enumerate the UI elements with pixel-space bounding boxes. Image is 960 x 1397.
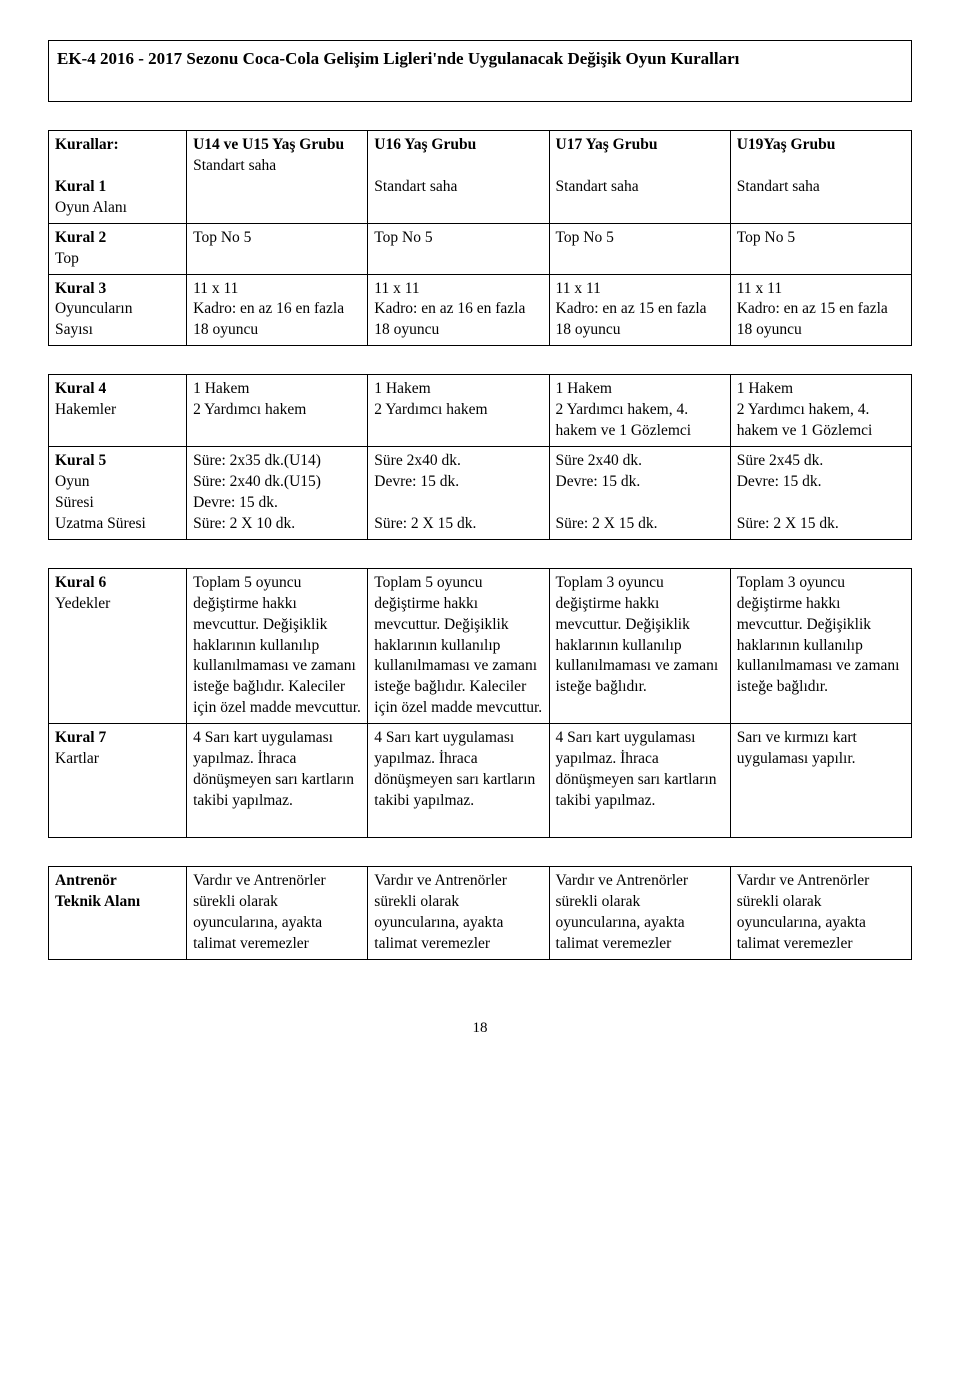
header-u19: U19Yaş Grubu: [737, 136, 836, 153]
kural1-sub: Oyun Alanı: [55, 199, 127, 216]
table-row: Kural 7 Kartlar 4 Sarı kart uygulaması y…: [49, 724, 912, 838]
header-u14: U14 ve U15 Yaş Grubu: [193, 136, 344, 153]
kural3-u17: 11 x 11Kadro: en az 15 en fazla 18 oyunc…: [556, 280, 707, 339]
table-row: Kural 2 Top Top No 5 Top No 5 Top No 5 T…: [49, 223, 912, 274]
rules-table-4: Antrenör Teknik Alanı Vardır ve Antrenör…: [48, 866, 912, 960]
kural7-title: Kural 7: [55, 729, 106, 746]
kural5-u19: Süre 2x45 dk.Devre: 15 dk.Süre: 2 X 15 d…: [737, 452, 839, 532]
rules-table-1: Kurallar: Kural 1 Oyun Alanı U14 ve U15 …: [48, 130, 912, 346]
kural4-u16: 1 Hakem2 Yardımcı hakem: [374, 380, 487, 418]
kural2-u16: Top No 5: [374, 229, 432, 246]
kural3-u16: 11 x 11Kadro: en az 16 en fazla 18 oyunc…: [374, 280, 525, 339]
table-row: Kural 4 Hakemler 1 Hakem2 Yardımcı hakem…: [49, 375, 912, 447]
kural4-u19: 1 Hakem2 Yardımcı hakem, 4. hakem ve 1 G…: [737, 380, 873, 439]
kural1-title: Kural 1: [55, 178, 106, 195]
header-label: Kurallar:: [55, 136, 119, 153]
kural2-title: Kural 2: [55, 229, 106, 246]
kural2-u19: Top No 5: [737, 229, 795, 246]
kural4-u14: 1 Hakem2 Yardımcı hakem: [193, 380, 306, 418]
page-number: 18: [48, 1020, 912, 1037]
kural1-u16: Standart saha: [374, 178, 457, 195]
kural3-sub1: Oyuncuların: [55, 300, 132, 317]
antrenor-u19: Vardır ve Antrenörler sürekli olarak oyu…: [737, 872, 870, 952]
kural2-u17: Top No 5: [556, 229, 614, 246]
kural7-sub: Kartlar: [55, 750, 99, 767]
kural6-u17: Toplam 3 oyuncu değiştirme hakkı mevcutt…: [556, 574, 719, 696]
kural7-u16: 4 Sarı kart uygulaması yapılmaz. İhraca …: [374, 729, 535, 809]
kural4-sub: Hakemler: [55, 401, 116, 418]
kural6-u16: Toplam 5 oyuncu değiştirme hakkı mevcutt…: [374, 574, 542, 717]
table-row: Antrenör Teknik Alanı Vardır ve Antrenör…: [49, 866, 912, 959]
kural5-u16: Süre 2x40 dk.Devre: 15 dk.Süre: 2 X 15 d…: [374, 452, 476, 532]
table-row: Kural 6 Yedekler Toplam 5 oyuncu değişti…: [49, 568, 912, 723]
kural7-u14: 4 Sarı kart uygulaması yapılmaz. İhraca …: [193, 729, 354, 809]
kural5-sub2: Süresi: [55, 494, 94, 511]
kural5-sub1: Oyun: [55, 473, 89, 490]
kural3-u19: 11 x 11Kadro: en az 15 en fazla 18 oyunc…: [737, 280, 888, 339]
antrenor-u14: Vardır ve Antrenörler sürekli olarak oyu…: [193, 872, 326, 952]
kural3-sub2: Sayısı: [55, 321, 93, 338]
header-u16: U16 Yaş Grubu: [374, 136, 476, 153]
kural7-u19: Sarı ve kırmızı kart uygulaması yapılır.: [737, 729, 857, 767]
antrenor-u16: Vardır ve Antrenörler sürekli olarak oyu…: [374, 872, 507, 952]
kural1-u14: Standart saha: [193, 157, 276, 174]
title-box: EK-4 2016 - 2017 Sezonu Coca-Cola Gelişi…: [48, 40, 912, 102]
kural4-title: Kural 4: [55, 380, 106, 397]
kural6-title: Kural 6: [55, 574, 106, 591]
kural5-title: Kural 5: [55, 452, 106, 469]
antrenor-sub: Teknik Alanı: [55, 893, 140, 910]
kural6-u14: Toplam 5 oyuncu değiştirme hakkı mevcutt…: [193, 574, 361, 717]
kural1-u19: Standart saha: [737, 178, 820, 195]
kural1-u17: Standart saha: [556, 178, 639, 195]
table-row: Kural 5 Oyun Süresi Uzatma Süresi Süre: …: [49, 447, 912, 540]
rules-table-2: Kural 4 Hakemler 1 Hakem2 Yardımcı hakem…: [48, 374, 912, 539]
header-u17: U17 Yaş Grubu: [556, 136, 658, 153]
kural2-u14: Top No 5: [193, 229, 251, 246]
kural4-u17: 1 Hakem2 Yardımcı hakem, 4. hakem ve 1 G…: [556, 380, 692, 439]
kural5-sub3: Uzatma Süresi: [55, 515, 146, 532]
rules-table-3: Kural 6 Yedekler Toplam 5 oyuncu değişti…: [48, 568, 912, 838]
table-row: Kural 3 Oyuncuların Sayısı 11 x 11Kadro:…: [49, 274, 912, 346]
document-title: EK-4 2016 - 2017 Sezonu Coca-Cola Gelişi…: [57, 49, 739, 68]
table-row: Kurallar: Kural 1 Oyun Alanı U14 ve U15 …: [49, 131, 912, 224]
antrenor-u17: Vardır ve Antrenörler sürekli olarak oyu…: [556, 872, 689, 952]
kural7-u17: 4 Sarı kart uygulaması yapılmaz. İhraca …: [556, 729, 717, 809]
kural3-title: Kural 3: [55, 280, 106, 297]
kural5-u14: Süre: 2x35 dk.(U14)Süre: 2x40 dk.(U15)De…: [193, 452, 321, 532]
kural6-u19: Toplam 3 oyuncu değiştirme hakkı mevcutt…: [737, 574, 900, 696]
kural2-sub: Top: [55, 250, 79, 267]
kural5-u17: Süre 2x40 dk.Devre: 15 dk.Süre: 2 X 15 d…: [556, 452, 658, 532]
kural3-u14: 11 x 11Kadro: en az 16 en fazla 18 oyunc…: [193, 280, 344, 339]
kural6-sub: Yedekler: [55, 595, 110, 612]
antrenor-title: Antrenör: [55, 872, 117, 889]
